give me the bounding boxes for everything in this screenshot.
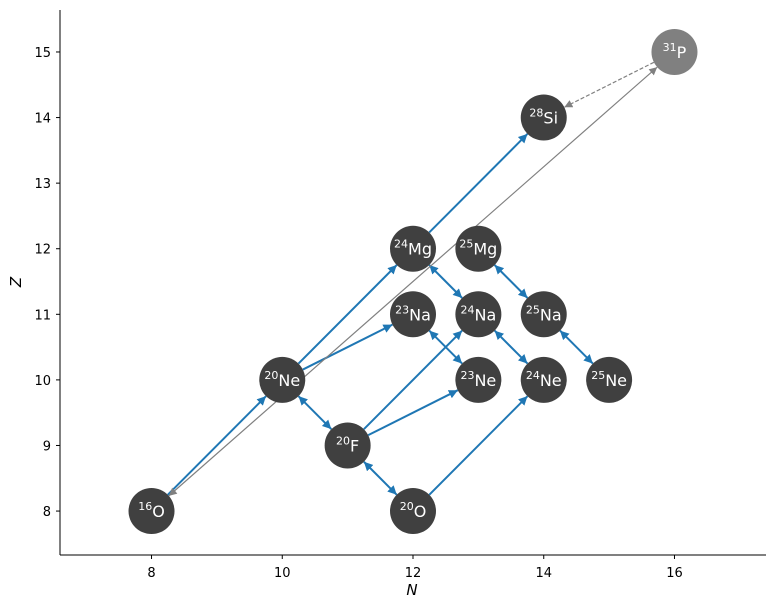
edge xyxy=(297,264,398,365)
y-tick-label: 15 xyxy=(34,46,51,61)
edge xyxy=(428,264,463,299)
y-tick-label: 13 xyxy=(34,177,51,192)
mass-number: 16 xyxy=(138,500,152,513)
nuclide-label: 24Ne xyxy=(526,369,562,390)
element-symbol: Na xyxy=(409,305,431,324)
nuclide-node xyxy=(390,291,436,338)
mass-number: 24 xyxy=(526,369,540,382)
nuclide-node xyxy=(455,291,502,338)
nuclide-label: 23Ne xyxy=(460,369,496,390)
element-symbol: Si xyxy=(543,109,558,128)
edge xyxy=(297,395,333,430)
x-tick-label: 12 xyxy=(405,566,422,581)
y-tick-label: 10 xyxy=(34,374,51,389)
edge xyxy=(493,329,529,365)
mass-number: 25 xyxy=(591,369,605,382)
element-symbol: F xyxy=(350,436,359,455)
y-tick-label: 9 xyxy=(43,439,51,454)
edge xyxy=(363,329,463,430)
nuclide-node xyxy=(390,225,436,272)
mass-number: 24 xyxy=(394,238,408,251)
mass-number: 23 xyxy=(395,303,409,316)
nuclide-label: 23Na xyxy=(395,303,431,324)
nuclide-node xyxy=(455,225,502,272)
nuclide-node xyxy=(520,94,567,141)
nuclide-node xyxy=(390,488,436,535)
nuclide-label: 25Ne xyxy=(591,369,627,390)
edge xyxy=(168,66,658,497)
y-tick-label: 11 xyxy=(34,308,51,323)
nuclide-node xyxy=(520,291,567,338)
x-axis-label: N xyxy=(406,581,417,599)
nuclide-label: 16O xyxy=(138,500,165,521)
nuclide-label: 28Si xyxy=(529,107,558,128)
nuclide-label: 20Ne xyxy=(264,369,300,390)
mass-number: 20 xyxy=(264,369,278,382)
mass-number: 25 xyxy=(459,238,473,251)
nuclide-label: 25Mg xyxy=(459,238,497,259)
mass-number: 24 xyxy=(460,303,474,316)
mass-number: 23 xyxy=(460,369,474,382)
y-tick-label: 8 xyxy=(43,505,51,520)
element-symbol: O xyxy=(152,502,165,521)
x-tick-label: 14 xyxy=(535,566,552,581)
element-symbol: Ne xyxy=(474,371,496,390)
nuclide-label: 31P xyxy=(663,41,687,62)
edge xyxy=(493,264,529,299)
element-symbol: Na xyxy=(474,305,496,324)
nuclide-label: 20O xyxy=(400,500,427,521)
nuclide-node xyxy=(586,356,633,403)
nuclide-node xyxy=(259,356,306,403)
y-tick-label: 14 xyxy=(34,112,51,127)
mass-number: 31 xyxy=(663,41,677,54)
nuclide-node xyxy=(128,488,175,535)
nuclide-node xyxy=(520,356,567,403)
x-tick-label: 16 xyxy=(666,566,683,581)
element-symbol: Ne xyxy=(540,371,562,390)
edge xyxy=(428,133,529,234)
y-axis-label: Z xyxy=(7,276,25,288)
y-tick-label: 12 xyxy=(34,243,51,258)
mass-number: 20 xyxy=(400,500,414,513)
element-symbol: Mg xyxy=(408,240,432,259)
edge xyxy=(428,395,529,496)
nuclide-label: 24Na xyxy=(460,303,496,324)
element-symbol: Mg xyxy=(473,240,497,259)
nuclide-node xyxy=(455,356,502,403)
element-symbol: Ne xyxy=(605,371,627,390)
element-symbol: O xyxy=(414,502,427,521)
nuclide-node xyxy=(651,28,698,75)
element-symbol: P xyxy=(677,43,687,62)
edge xyxy=(564,61,655,108)
nuclide-node xyxy=(324,422,371,469)
nuclide-label: 25Na xyxy=(526,303,562,324)
element-symbol: Ne xyxy=(278,371,300,390)
nuclide-label: 20F xyxy=(336,434,359,455)
nuclide-label: 24Mg xyxy=(394,238,432,259)
edge xyxy=(167,395,267,496)
edge xyxy=(559,329,594,365)
mass-number: 25 xyxy=(526,303,540,316)
element-symbol: Na xyxy=(540,305,562,324)
x-tick-label: 10 xyxy=(274,566,291,581)
edge xyxy=(363,461,398,496)
mass-number: 28 xyxy=(529,107,543,120)
mass-number: 20 xyxy=(336,434,350,447)
x-tick-label: 8 xyxy=(147,566,155,581)
